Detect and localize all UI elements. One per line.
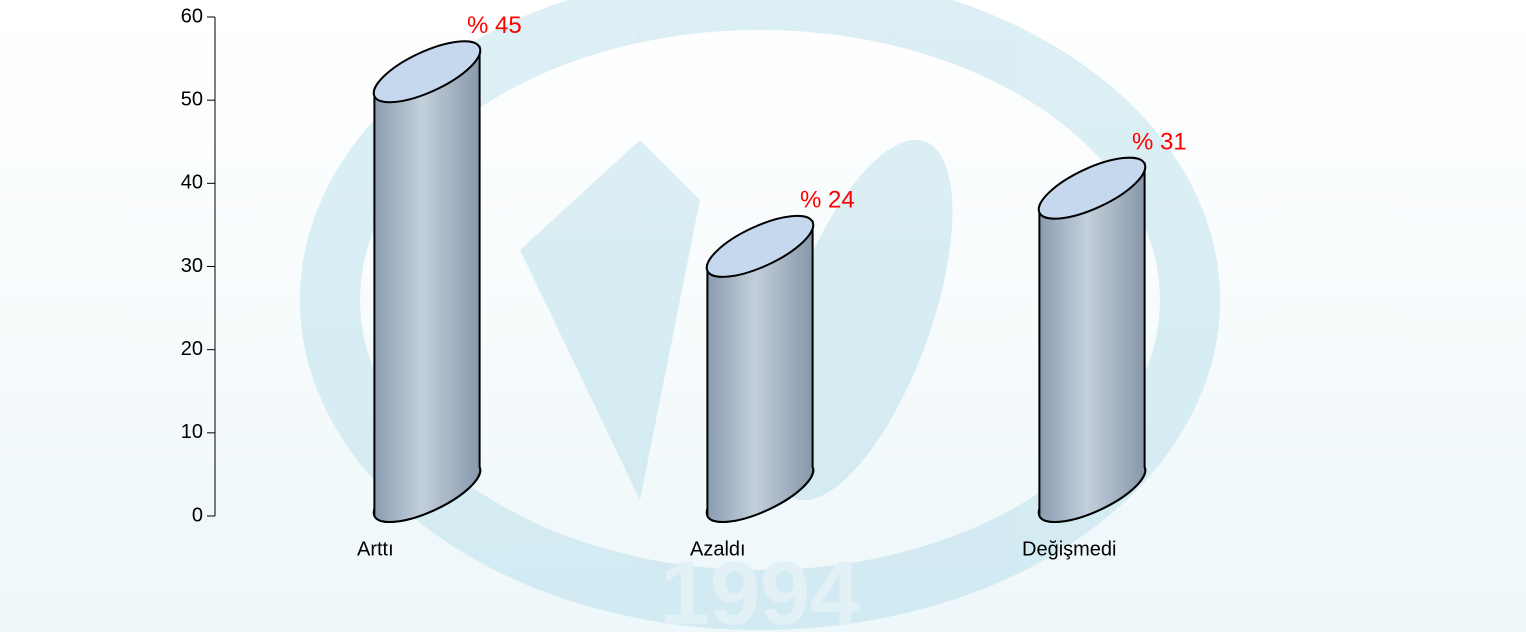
watermark: 1994 <box>300 0 1220 632</box>
value-label: % 45 <box>467 12 522 39</box>
y-tick-label: 40 <box>181 172 203 194</box>
cylinder-top <box>372 40 482 104</box>
cylinder-top <box>1037 156 1147 220</box>
svg-text:1994: 1994 <box>660 544 860 632</box>
y-tick-label: 30 <box>181 255 203 277</box>
y-tick-label: 50 <box>181 88 203 110</box>
x-tick-label: Arttı <box>357 538 394 560</box>
value-label: % 24 <box>800 187 855 214</box>
y-tick-label: 0 <box>192 504 203 526</box>
y-tick-label: 60 <box>181 5 203 27</box>
bar <box>1038 162 1147 523</box>
bar <box>373 45 482 523</box>
x-tick-label: Değişmedi <box>1022 538 1116 560</box>
value-label: % 31 <box>1132 129 1187 156</box>
y-tick-label: 10 <box>181 421 203 443</box>
bar <box>706 220 815 523</box>
x-tick-label: Azaldı <box>690 538 746 560</box>
cylinder-top <box>705 214 815 278</box>
y-tick-label: 20 <box>181 338 203 360</box>
